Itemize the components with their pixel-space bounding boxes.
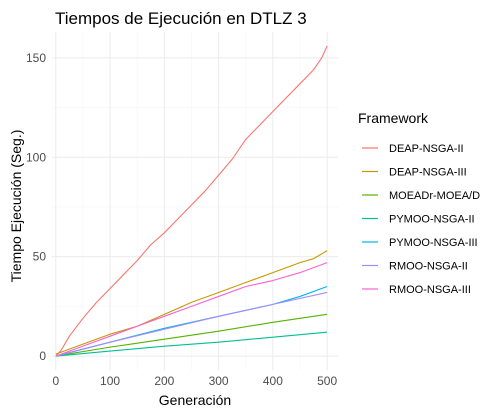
y-axis-ticks: 0 50 100 150 bbox=[26, 51, 46, 363]
series-line-rmoo-nsga-iii bbox=[55, 262, 328, 357]
y-tick-label: 150 bbox=[26, 51, 46, 65]
legend-label: DEAP-NSGA-III bbox=[389, 167, 467, 179]
legend: Framework DEAP-NSGA-II DEAP-NSGA-III MOEAD… bbox=[358, 110, 480, 296]
legend-label: RMOO-NSGA-III bbox=[389, 284, 471, 296]
x-axis-title: Generación bbox=[159, 392, 231, 408]
x-axis-ticks: 0 100 200 300 400 500 bbox=[52, 374, 337, 388]
y-tick-label: 50 bbox=[33, 250, 47, 264]
series-line-deap-nsga-ii bbox=[55, 45, 328, 357]
x-tick-label: 200 bbox=[154, 374, 174, 388]
grid bbox=[52, 32, 338, 370]
y-tick-label: 100 bbox=[26, 150, 46, 164]
series-line-moeadr-moea-d bbox=[55, 313, 328, 357]
x-tick-label: 500 bbox=[317, 374, 337, 388]
chart-title: Tiempos de Ejecución en DTLZ 3 bbox=[55, 9, 307, 28]
x-tick-label: 400 bbox=[263, 374, 283, 388]
legend-label: PYMOO-NSGA-II bbox=[389, 214, 475, 226]
legend-label: DEAP-NSGA-II bbox=[389, 143, 464, 155]
legend-label: MOEADr-MOEA/D bbox=[389, 190, 480, 202]
legend-label: PYMOO-NSGA-III bbox=[389, 237, 478, 249]
x-tick-label: 300 bbox=[209, 374, 229, 388]
y-axis-title: Tiempo Ejecución (Seg.) bbox=[8, 130, 24, 283]
y-tick-label: 0 bbox=[39, 349, 46, 363]
x-tick-label: 0 bbox=[52, 374, 59, 388]
x-tick-label: 100 bbox=[100, 374, 120, 388]
legend-label: RMOO-NSGA-II bbox=[389, 261, 468, 273]
series-lines bbox=[55, 45, 328, 357]
series-line-deap-nsga-iii bbox=[55, 250, 328, 355]
series-line-rmoo-nsga-ii bbox=[55, 291, 328, 357]
series-line-pymoo-nsga-ii bbox=[55, 331, 328, 357]
legend-title: Framework bbox=[358, 110, 429, 126]
